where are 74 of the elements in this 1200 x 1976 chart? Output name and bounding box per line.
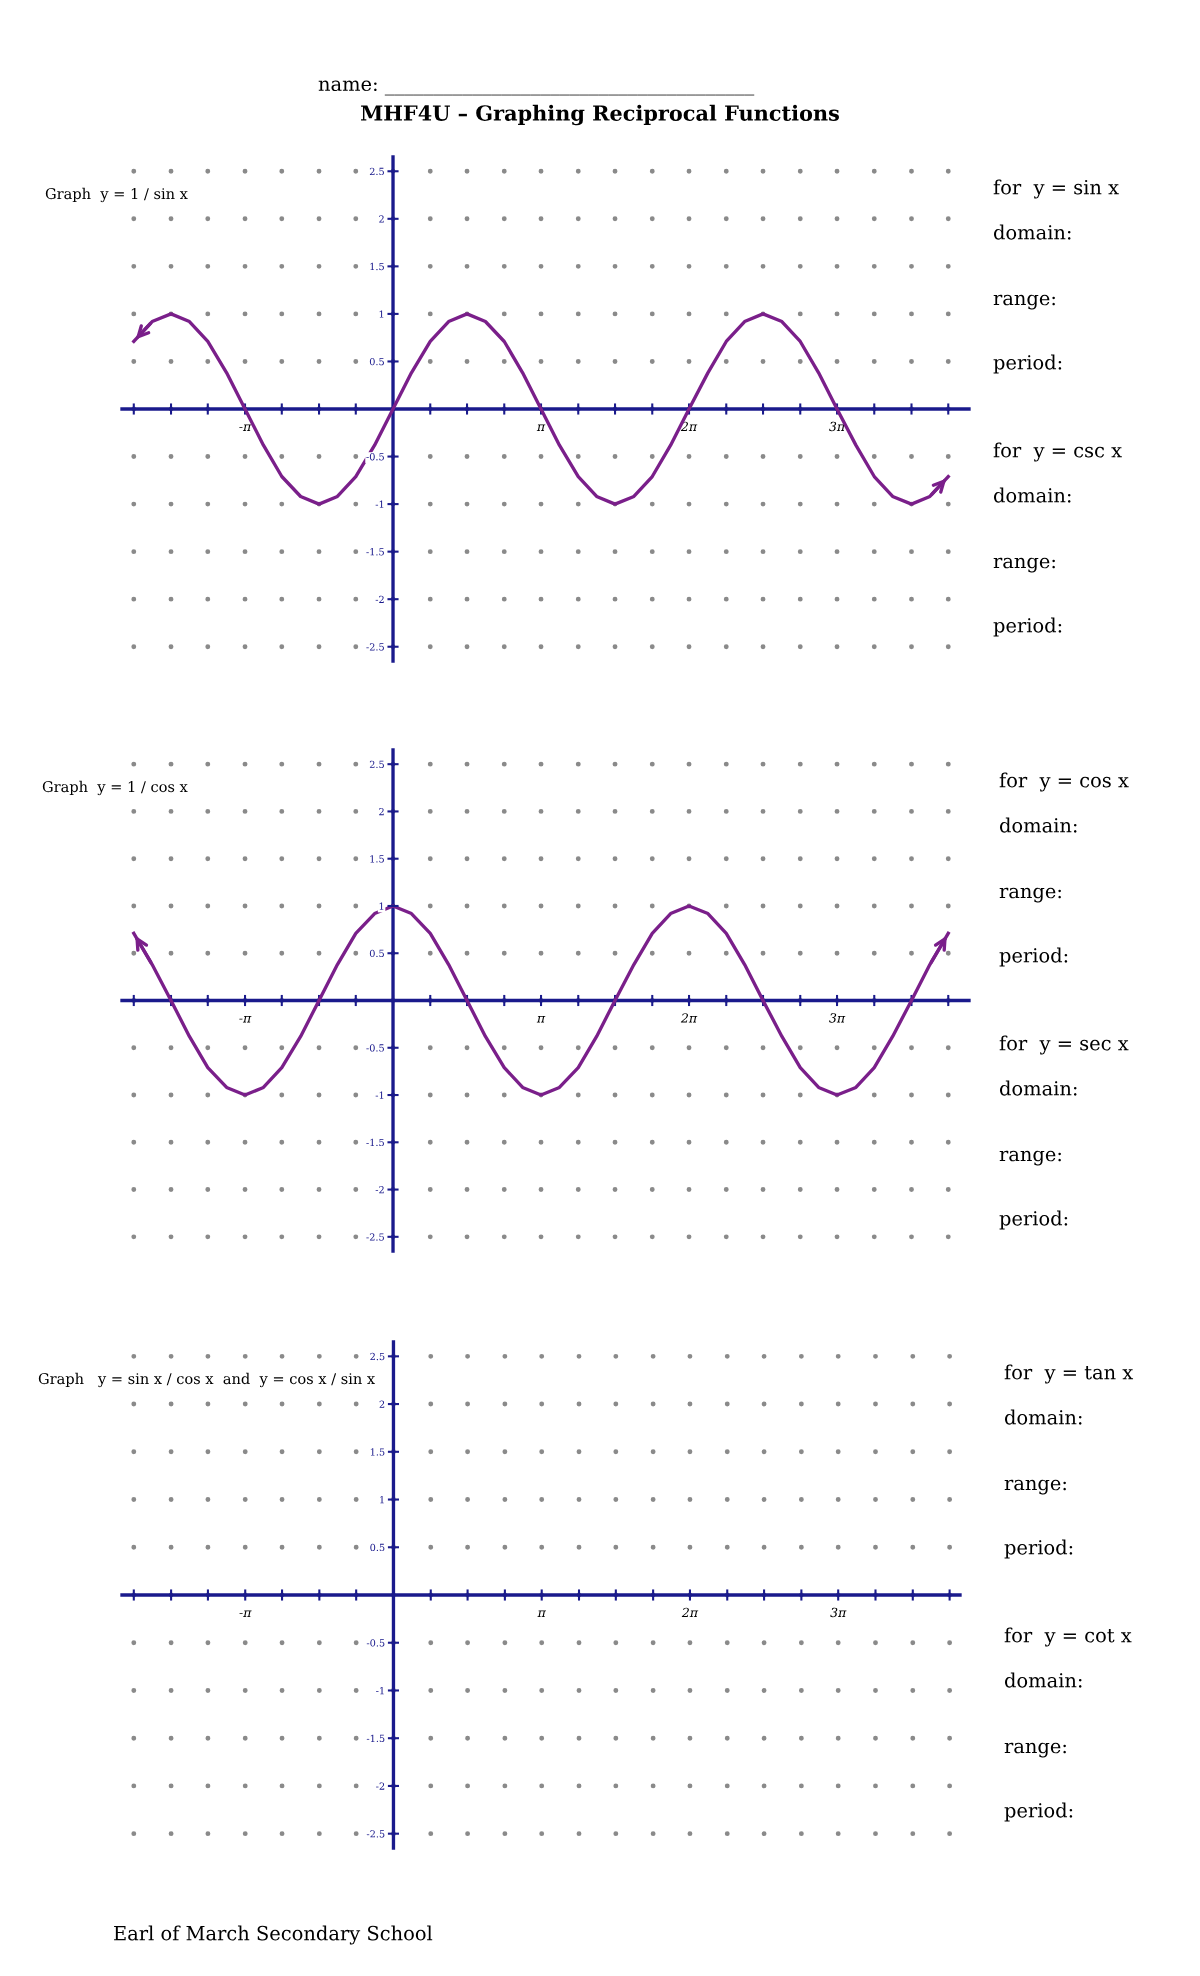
text: range: [993, 294, 1055, 310]
text: domain: [999, 817, 1077, 833]
y-tick-label: -2 [375, 595, 384, 603]
text: name: ______________________________________ [318, 80, 755, 96]
line-series [132, 904, 950, 1097]
text: period: [1004, 1802, 1073, 1822]
y-tick-label: 1.5 [370, 262, 384, 271]
y-tick-label: 1.5 [370, 1448, 385, 1456]
text: period: [999, 1210, 1068, 1230]
y-tick-label: 1.5 [370, 855, 384, 863]
text: range: [1004, 1742, 1066, 1758]
y-tick-label: -1 [375, 500, 384, 508]
y-tick-label: -0.5 [366, 453, 384, 461]
text: for y = cos x [999, 772, 1129, 792]
y-tick-label: -2.5 [366, 1830, 385, 1838]
y-tick-label: -2.5 [366, 643, 384, 651]
text: domain: [999, 1080, 1077, 1096]
text: range: [993, 557, 1055, 573]
y-tick-label: -1.5 [366, 1138, 384, 1147]
y-tick-label: 2.5 [369, 167, 384, 176]
y-tick-label: 2.5 [369, 760, 384, 769]
text: period: [993, 617, 1062, 637]
annotation: Graph y = 1 / sin x [45, 187, 188, 203]
y-tick-label: -2 [376, 1782, 385, 1790]
text: range: [999, 887, 1061, 903]
y-tick-label: 2.5 [370, 1352, 385, 1361]
y-tick-label: -1.5 [366, 1734, 385, 1743]
text: for y = tan x [1004, 1364, 1134, 1384]
x-tick-label: 3π [829, 1013, 846, 1023]
text: Earl of March Secondary School [114, 1925, 433, 1945]
chart-title: MHF4U – Graphing Reciprocal Functions [361, 104, 839, 126]
x-tick-label: 2π [680, 1013, 698, 1023]
x-tick-label: -π [239, 1610, 252, 1617]
text: for y = csc x [993, 442, 1122, 462]
y-tick-label: 1 [379, 902, 384, 910]
text: period: [993, 354, 1062, 374]
y-tick-label: 0.5 [369, 357, 384, 366]
x-tick-label: -π [239, 424, 252, 431]
text: period: [1004, 1539, 1073, 1559]
y-tick-label: -2.5 [366, 1233, 384, 1241]
y-tick-label: 0.5 [370, 1543, 385, 1552]
y-tick-label: 2 [379, 1400, 385, 1408]
text: for y = sin x [993, 179, 1119, 199]
y-tick-label: 2 [379, 215, 384, 223]
annotation: Graph y = 1 / cos x [42, 780, 188, 796]
text: domain: [993, 487, 1071, 503]
x-tick-label: -π [239, 1016, 252, 1023]
text: domain: [993, 224, 1071, 240]
annotation: Graph y = sin x / cos x and y = cos x / sin x [38, 1372, 375, 1388]
x-tick-label: 3π [829, 421, 846, 432]
text: domain: [1004, 1409, 1082, 1425]
x-tick-label: π [536, 1016, 546, 1023]
y-tick-label: 0.5 [369, 949, 384, 958]
x-tick-label: 2π [680, 421, 698, 431]
y-tick-label: -0.5 [366, 1639, 385, 1647]
y-tick-label: 2 [379, 807, 384, 816]
x-tick-label: 2π [681, 1607, 699, 1617]
text: range: [1004, 1479, 1066, 1495]
y-tick-label: 1 [380, 1496, 384, 1504]
text: for y = sec x [999, 1035, 1129, 1055]
y-tick-label: -2 [375, 1186, 384, 1194]
x-tick-label: π [537, 1610, 546, 1617]
y-tick-label: -1.5 [366, 548, 384, 556]
x-tick-label: 3π [830, 1607, 847, 1618]
y-tick-label: 1 [379, 310, 384, 318]
text: for y = cot x [1004, 1627, 1132, 1647]
text: domain: [1004, 1672, 1082, 1688]
line-series [132, 312, 950, 506]
text: range: [999, 1150, 1061, 1166]
text: period: [999, 947, 1068, 967]
y-tick-label: -1 [375, 1091, 384, 1099]
x-tick-label: π [536, 424, 546, 431]
y-tick-label: -1 [376, 1686, 384, 1695]
y-tick-label: -0.5 [366, 1044, 384, 1052]
